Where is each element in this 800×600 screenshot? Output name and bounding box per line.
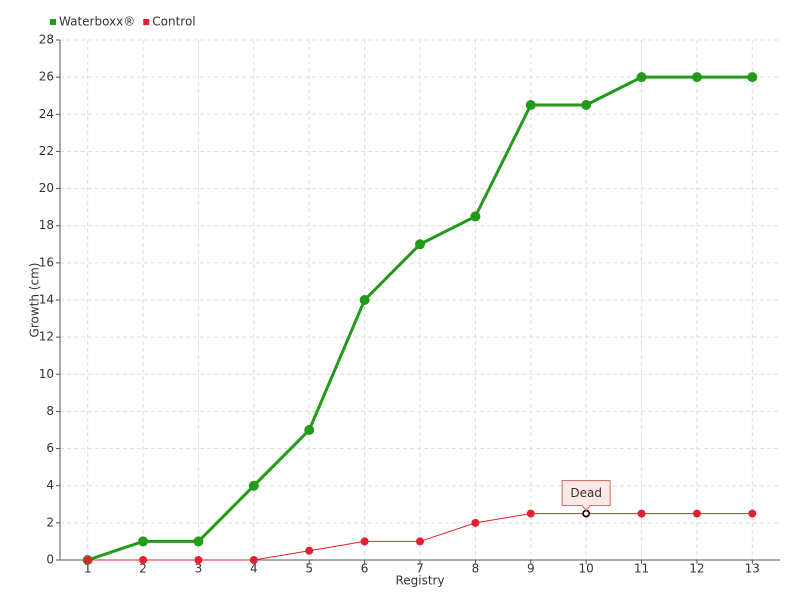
point (581, 100, 592, 110)
legend-label: Control (152, 15, 195, 29)
point (748, 509, 757, 518)
y-tick-label: 22 (39, 144, 54, 158)
point (305, 546, 314, 555)
point (194, 556, 203, 564)
point (636, 72, 647, 83)
y-tick-label: 28 (39, 33, 54, 47)
point (193, 536, 204, 547)
point (139, 556, 148, 564)
x-tick-label: 7 (416, 562, 424, 576)
y-tick-label: 26 (39, 70, 54, 84)
point (359, 295, 370, 305)
y-tick-label: 6 (46, 441, 54, 455)
point (526, 509, 535, 518)
x-tick-label: 4 (250, 562, 258, 576)
x-tick-label: 9 (527, 562, 535, 576)
point (471, 518, 480, 527)
x-tick-label: 8 (472, 562, 480, 576)
y-tick-label: 2 (46, 515, 54, 529)
x-tick-label: 12 (689, 562, 704, 576)
x-tick-label: 11 (634, 562, 649, 576)
x-tick-label: 13 (745, 562, 760, 576)
y-tick-label: 10 (39, 367, 54, 381)
y-tick-label: 18 (39, 218, 54, 232)
point (248, 480, 259, 491)
legend-label: Waterboxx® (59, 15, 135, 29)
x-tick-label: 2 (139, 562, 147, 576)
y-tick-label: 16 (39, 255, 54, 269)
series-line (87, 75, 753, 562)
legend-swatch (143, 19, 150, 25)
point (415, 239, 425, 250)
x-tick-label: 6 (361, 562, 369, 576)
y-axis-title: Growth (cm) (28, 263, 42, 338)
point (692, 509, 701, 518)
y-tick-label: 4 (46, 478, 54, 492)
y-tick-label: 12 (39, 330, 54, 344)
point (416, 537, 424, 546)
y-tick-label: 8 (46, 404, 54, 418)
point (637, 509, 646, 518)
annotation-label: Dead (570, 486, 602, 500)
x-tick-label: 10 (579, 562, 594, 576)
point (304, 425, 315, 435)
point (83, 556, 92, 564)
point (747, 72, 758, 83)
point (360, 537, 369, 546)
x-tick-label: 1 (84, 562, 92, 576)
point (525, 100, 536, 110)
point (691, 72, 702, 83)
y-tick-label: 0 (46, 553, 54, 567)
legend-swatch (50, 19, 56, 25)
point (138, 536, 149, 547)
y-tick-label: 24 (39, 107, 54, 121)
y-tick-label: 20 (39, 181, 54, 195)
x-tick-label: 3 (195, 562, 203, 576)
y-tick-label: 14 (39, 293, 54, 307)
x-tick-label: 5 (305, 562, 313, 576)
x-axis-title: Registry (395, 574, 444, 588)
annotation-box (561, 480, 611, 512)
annotation-marker (582, 509, 590, 518)
point (249, 556, 258, 564)
point (470, 211, 481, 222)
